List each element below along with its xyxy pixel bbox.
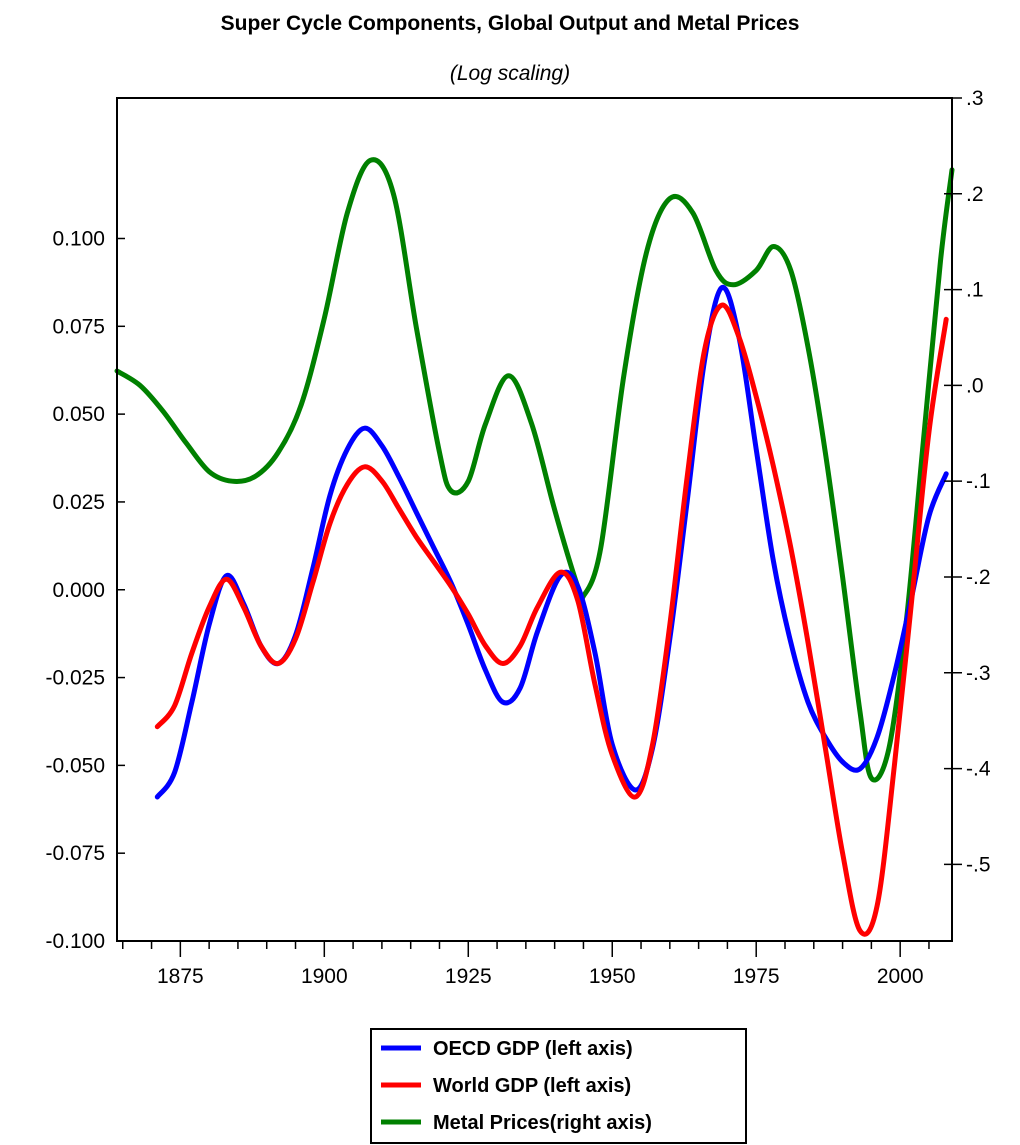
legend-label: OECD GDP (left axis) xyxy=(433,1038,633,1060)
series-layer xyxy=(114,157,955,937)
left-y-tick-label: -0.075 xyxy=(45,842,105,865)
left-y-tick-label: 0.000 xyxy=(52,579,105,602)
series-line-oecd-gdp-left-axis xyxy=(154,285,949,800)
left-y-tick-label: -0.050 xyxy=(45,754,105,777)
x-tick-label: 1925 xyxy=(445,965,492,988)
chart-title: Super Cycle Components, Global Output an… xyxy=(220,12,800,35)
series-line-world-gdp-left-axis xyxy=(154,302,949,937)
plot-frame xyxy=(116,97,953,942)
x-tick-label: 1950 xyxy=(589,965,636,988)
left-y-tick-label: 0.075 xyxy=(52,315,105,338)
left-y-tick-label: 0.025 xyxy=(52,491,105,514)
right-y-tick-label: -.5 xyxy=(966,853,991,876)
x-tick-label: 1875 xyxy=(157,965,204,988)
legend: OECD GDP (left axis) World GDP (left axis… xyxy=(370,1028,747,1144)
x-tick-label: 1900 xyxy=(301,965,348,988)
right-y-tick-label: .0 xyxy=(966,374,984,397)
right-y-tick-label: -.1 xyxy=(966,470,991,493)
right-y-tick-label: .1 xyxy=(966,279,984,302)
right-y-tick-label: -.3 xyxy=(966,662,991,685)
left-y-tick-label: -0.025 xyxy=(45,667,105,690)
right-y-tick-label: -.2 xyxy=(966,566,991,589)
left-y-tick-label: 0.100 xyxy=(52,228,105,251)
x-tick-label: 2000 xyxy=(877,965,924,988)
chart-subtitle: (Log scaling) xyxy=(449,62,571,85)
legend-label: World GDP (left axis) xyxy=(433,1075,631,1097)
legend-label: Metal Prices(right axis) xyxy=(433,1112,652,1134)
right-y-tick-label: .3 xyxy=(966,87,984,110)
right-y-tick-label: -.4 xyxy=(966,758,991,781)
axes-layer: 0.100 0.075 0.050 0.025 0.000 -0.025 -0.050 -0.… xyxy=(45,87,990,988)
x-tick-label: 1975 xyxy=(733,965,780,988)
left-y-tick-label: 0.050 xyxy=(52,403,105,426)
right-y-tick-label: .2 xyxy=(966,183,984,206)
series-line-metal-prices-right-axis xyxy=(114,157,955,783)
legend-box xyxy=(370,1028,747,1144)
left-y-tick-label: -0.100 xyxy=(45,930,105,953)
